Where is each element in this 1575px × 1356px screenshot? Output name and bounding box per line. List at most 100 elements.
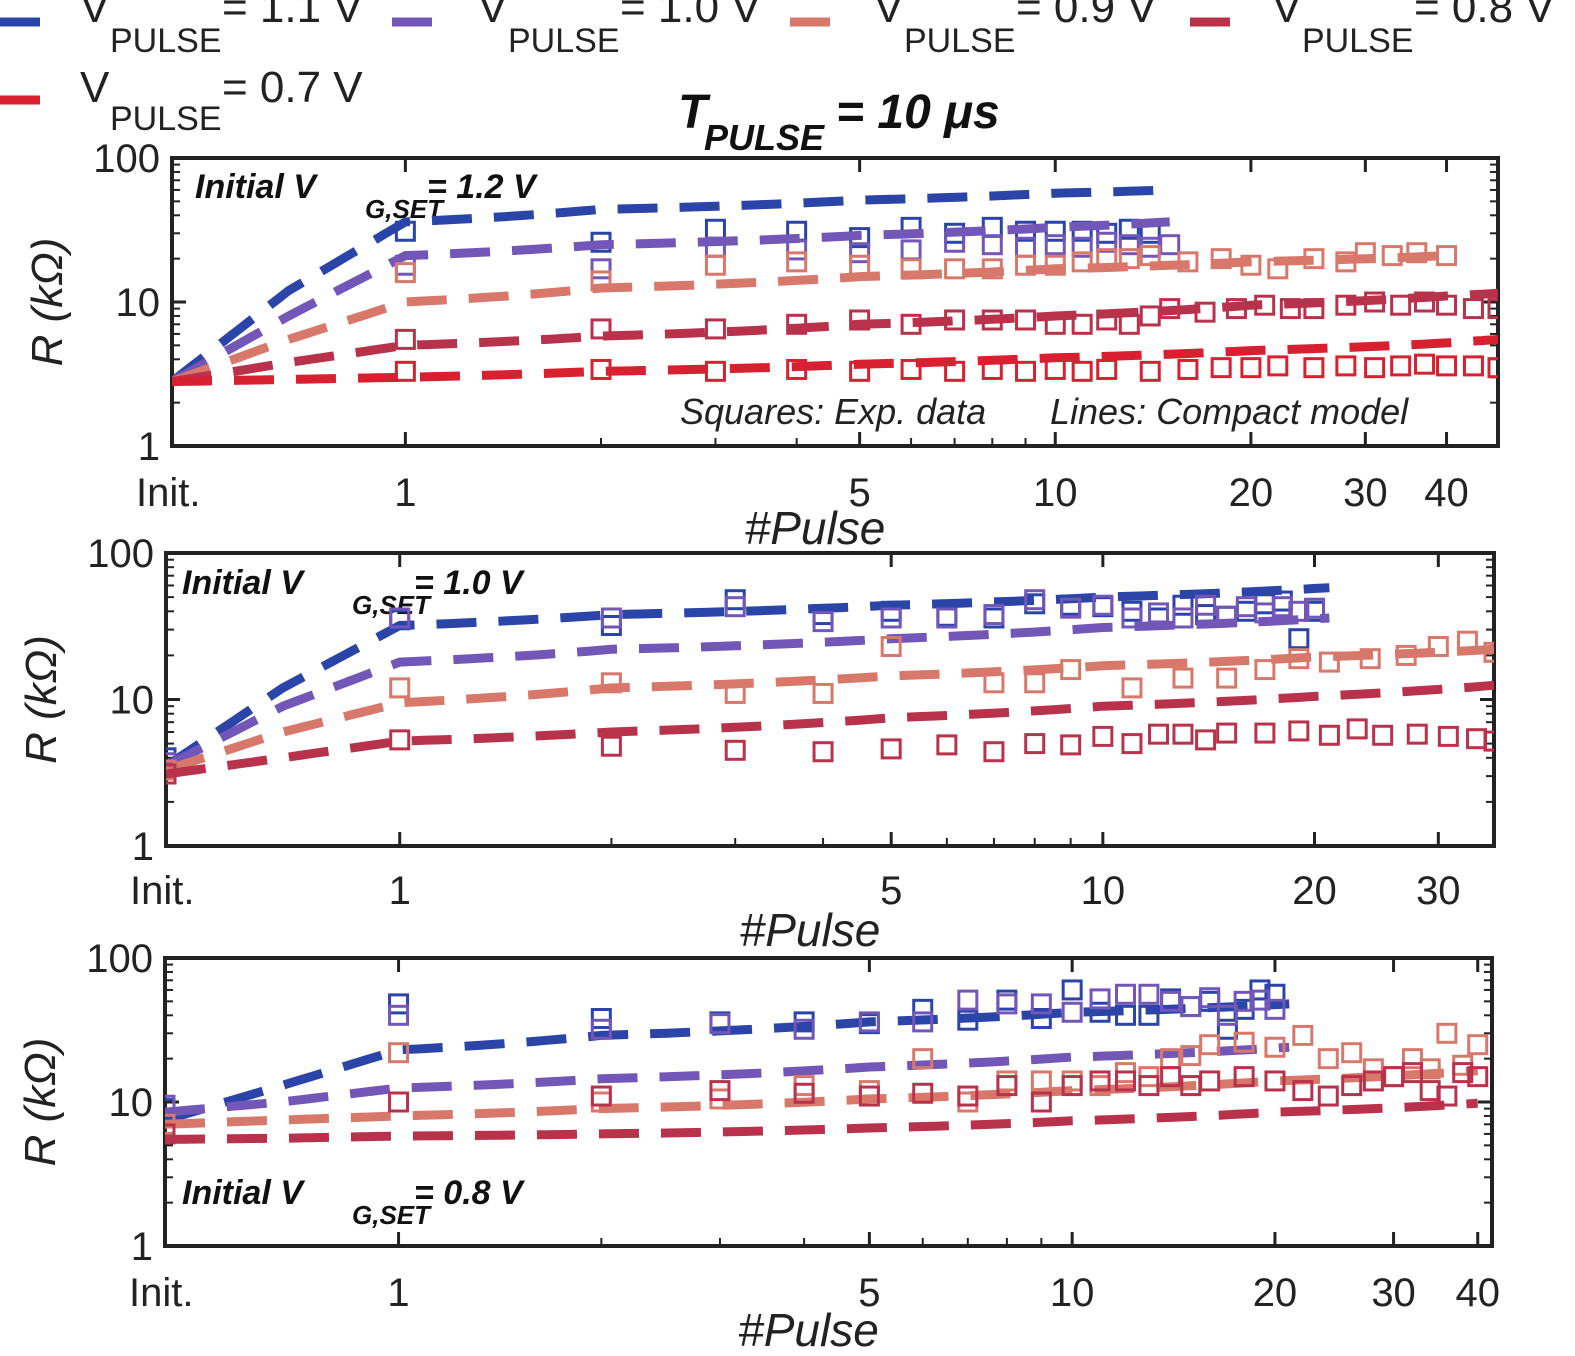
exp-point-v10 [1138,983,1160,1005]
exp-point-v08 [600,735,622,757]
exp-point-v10 [1172,607,1194,629]
exp-point-v08 [1172,723,1194,745]
exp-point-v08 [812,741,834,763]
exp-point-v11 [1235,600,1257,622]
exp-point-v10 [590,258,612,280]
legend-item-2: V PULSE = 1.0 V [392,0,761,60]
exp-point-v07 [1335,355,1357,377]
exp-point-v08 [1436,294,1458,316]
exp-point-v11 [600,614,622,636]
exp-point-v09 [1427,636,1449,658]
exp-point-v11 [1264,983,1286,1005]
x-tick-label: Init. [136,471,200,515]
exp-point-v08 [590,318,612,340]
legend-sub-5: PULSE [110,100,222,138]
legend-sub-3: PULSE [904,22,1016,60]
exp-point-v08 [1288,720,1310,742]
exp-point-v09 [1139,245,1161,267]
annotation-sub: G,SET [352,1200,432,1230]
exp-point-v08 [957,1085,979,1107]
exp-point-v08 [1372,724,1394,746]
exp-point-v07 [1210,357,1232,379]
legend-item-4: V PULSE = 0.8 V [1190,0,1555,60]
legend-val-4: = 0.8 V [1414,0,1555,32]
exp-point-v09 [1118,248,1140,270]
exp-point-v10 [786,239,808,261]
exp-point-v09 [1381,245,1403,267]
exp-point-v08 [1341,1075,1363,1097]
exp-point-v11 [394,220,416,242]
plot-data [165,979,1489,1145]
exp-point-v07 [900,358,922,380]
exp-point-v10 [1115,983,1137,1005]
exp-point-v09 [1071,251,1093,273]
exp-point-v09 [1406,242,1428,264]
exp-point-v09 [1172,667,1194,689]
y-axis-label: R (kΩ) [23,238,72,367]
exp-point-v08 [1139,305,1161,327]
model-line-v11 [166,583,1330,771]
model-line-v10 [166,613,1330,771]
exp-point-v10 [812,611,834,633]
exp-point-v09 [600,672,622,694]
exp-point-v08 [1335,294,1357,316]
exp-point-v11 [724,589,746,611]
exp-point-v08 [900,313,922,335]
exp-point-v08 [394,328,416,350]
y-tick-label: 10 [110,679,155,723]
exp-point-v09 [1210,248,1232,270]
exp-point-v08 [1089,1070,1111,1092]
exp-point-v10 [880,607,902,629]
exp-point-v08 [1199,1070,1221,1092]
exp-point-v10 [996,993,1018,1015]
title-rest: = 10 μs [836,86,1000,139]
y-tick-label: 10 [116,281,161,325]
exp-point-v08 [944,309,966,331]
legend-val-1: = 1.1 V [222,0,363,32]
exp-point-v10 [1118,234,1140,256]
exp-point-v08 [704,318,726,340]
exp-point-v08 [1467,1066,1489,1088]
exp-point-v08 [1118,313,1140,335]
exp-point-v10 [1060,597,1082,619]
exp-point-v08 [1303,298,1325,320]
exp-point-v08 [1030,1091,1052,1113]
note-squares: Squares: Exp. data [680,391,986,432]
exp-point-v08 [786,313,808,335]
exp-point-v08 [1060,734,1082,756]
legend-v-2: V [478,0,508,32]
x-axis-label: #Pulse [740,904,881,956]
exp-point-v08 [1264,1070,1286,1092]
model-line-v08 [172,288,1498,387]
exp-point-v08 [1346,718,1368,740]
model-line-v09 [172,251,1447,386]
exp-point-v09 [1254,659,1276,681]
x-tick-label: Init. [129,1271,193,1315]
exp-point-v10 [724,596,746,618]
exp-point-v07 [1487,357,1498,379]
model-line-v08 [166,680,1494,779]
exp-point-v07 [786,358,808,380]
legend-val-2: = 1.0 V [620,0,761,32]
annotation-pre: Initial V [182,564,306,602]
model-line-v11 [165,999,1290,1125]
exp-point-v07 [1267,355,1289,377]
exp-point-v08 [724,739,746,761]
model-line-v07 [172,334,1498,387]
exp-point-v10 [936,607,958,629]
exp-point-v09 [1383,1066,1405,1088]
exp-point-v07 [1096,358,1118,380]
exp-point-v08 [912,1082,934,1104]
legend-sub-1: PULSE [110,22,222,60]
exp-point-v08 [1015,309,1037,331]
exp-point-v08 [1254,294,1276,316]
exp-point-v08 [1390,294,1412,316]
exp-point-v08 [388,1091,410,1113]
exp-point-v10 [1304,597,1326,619]
exp-point-v09 [1354,242,1376,264]
title-sub: PULSE [704,117,825,158]
y-axis-label: R (kΩ) [16,1038,65,1167]
exp-point-v10 [944,231,966,253]
